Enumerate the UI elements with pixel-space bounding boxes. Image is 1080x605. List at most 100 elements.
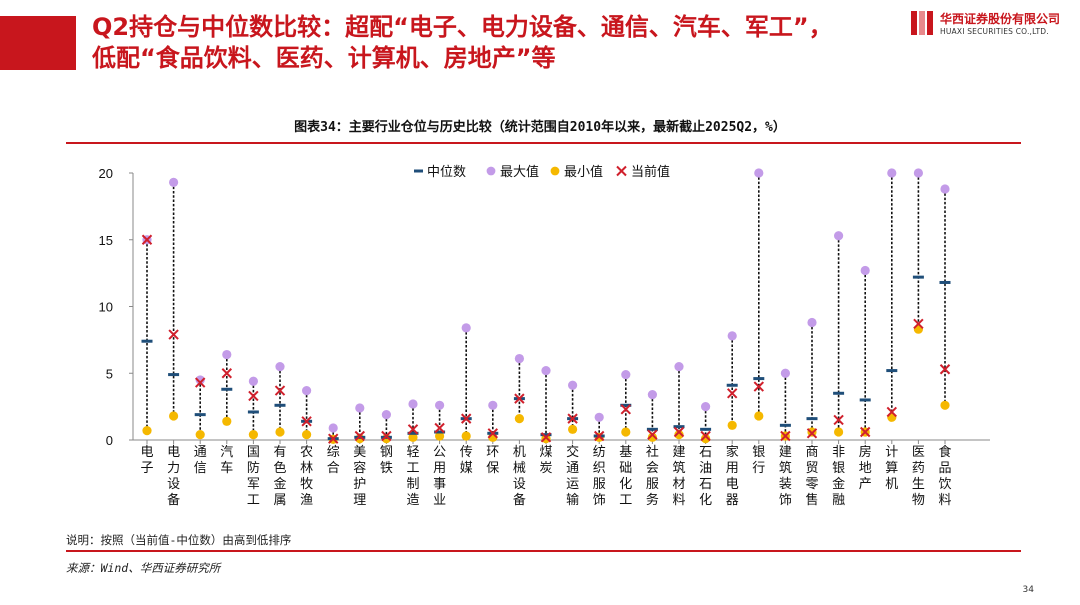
headline-line-1: Q2持仓与中位数比较：超配“电子、电力设备、通信、汽车、军工”， — [92, 13, 833, 41]
category-label-char: 材 — [672, 477, 685, 492]
min-point — [248, 430, 258, 440]
category-label-char: 料 — [938, 493, 951, 508]
min-point — [674, 430, 684, 440]
category-label-char: 建 — [672, 445, 685, 460]
category-label-char: 务 — [646, 492, 659, 508]
category-label-char: 造 — [406, 493, 419, 508]
category-label-char: 商 — [805, 445, 818, 460]
legend-current-swatch — [616, 165, 627, 177]
category-label-char: 产 — [859, 477, 872, 492]
max-point — [701, 402, 711, 412]
min-point — [435, 431, 445, 441]
category-label-char: 属 — [273, 493, 286, 508]
category-label-char: 防 — [247, 460, 260, 476]
y-tick-label: 20 — [99, 166, 113, 181]
category-label-char: 用 — [433, 461, 446, 476]
current-marker — [753, 381, 765, 392]
category-label-char: 金 — [273, 476, 286, 492]
current-marker — [141, 234, 153, 245]
category-label-char: 综 — [327, 445, 340, 460]
category-label-char: 零 — [805, 477, 818, 492]
current-marker — [806, 428, 818, 439]
max-point — [275, 361, 285, 372]
category-label-char: 理 — [353, 493, 366, 508]
max-point — [913, 168, 924, 178]
current-marker — [221, 368, 233, 379]
max-point — [887, 168, 897, 178]
category-label-char: 设 — [513, 477, 526, 492]
category-label-char: 传 — [460, 445, 473, 460]
category-label-char: 医 — [912, 445, 925, 460]
figure-title: 图表34：主要行业仓位与历史比较（统计范围自2010年以来，最新截止2025Q2… — [294, 120, 786, 135]
category-label-char: 家 — [726, 444, 739, 460]
category-label-char: 地 — [859, 461, 872, 476]
min-point — [647, 432, 658, 442]
current-marker — [168, 329, 179, 340]
max-point — [674, 361, 684, 372]
category-label-char: 化 — [619, 477, 632, 492]
category-label-char: 电 — [726, 477, 739, 492]
category-label-char: 织 — [593, 461, 606, 476]
max-point — [594, 412, 604, 422]
category-label-char: 事 — [433, 477, 446, 492]
min-point — [727, 420, 737, 430]
title-accent-block — [0, 16, 76, 70]
category-label-char: 保 — [486, 461, 499, 476]
current-marker — [540, 432, 552, 443]
category-label-char: 牧 — [300, 477, 313, 492]
category-label-char: 用 — [726, 461, 739, 476]
category-label-char: 社 — [646, 444, 659, 460]
category-label-char: 油 — [699, 461, 712, 476]
category-label-char: 炭 — [539, 461, 552, 476]
max-point — [647, 390, 658, 400]
max-point — [860, 265, 870, 276]
company-logo: 华西证券股份有限公司 HUAXI SECURITIES CO.,LTD. — [910, 8, 1075, 42]
min-point — [195, 430, 205, 440]
category-label-char: 环 — [486, 445, 499, 460]
y-tick-label: 10 — [99, 300, 113, 315]
category-label-char: 建 — [779, 445, 792, 460]
category-label-char: 械 — [513, 461, 526, 476]
category-label-char: 石 — [699, 445, 712, 460]
current-marker — [700, 430, 711, 442]
category-label-char: 备 — [513, 492, 526, 508]
category-label-char: 筑 — [672, 460, 685, 476]
max-point — [195, 375, 205, 385]
legend-median-label: 中位数 — [427, 165, 466, 180]
current-marker — [354, 430, 366, 442]
max-point — [727, 331, 737, 341]
category-label-char: 药 — [912, 461, 925, 476]
category-label-char: 运 — [566, 477, 579, 492]
current-marker — [620, 404, 632, 415]
category-label-char: 业 — [433, 493, 446, 508]
max-point — [302, 386, 312, 396]
category-label-char: 容 — [353, 460, 366, 476]
category-label-char: 化 — [699, 493, 712, 508]
current-marker — [780, 430, 791, 442]
current-marker — [301, 416, 312, 427]
current-marker — [514, 393, 525, 404]
category-label-char: 电 — [140, 445, 153, 460]
category-label-char: 机 — [885, 477, 898, 492]
min-point — [568, 424, 578, 434]
category-label-char: 纺 — [593, 445, 606, 460]
category-label-char: 计 — [885, 445, 898, 460]
category-label-char: 行 — [752, 461, 765, 476]
category-label-char: 物 — [912, 493, 925, 508]
min-point — [275, 427, 285, 437]
category-label-char: 合 — [327, 461, 340, 476]
current-marker — [434, 422, 445, 434]
category-label-char: 银 — [752, 445, 765, 460]
category-label-char: 军 — [247, 477, 260, 492]
y-tick-label: 15 — [99, 233, 113, 248]
max-point — [621, 369, 631, 380]
min-point — [621, 427, 631, 437]
category-label-char: 输 — [566, 492, 579, 508]
legend-min-label: 最小值 — [564, 164, 603, 180]
min-point — [461, 431, 471, 441]
category-label-char: 通 — [194, 445, 207, 460]
logo-english-name: HUAXI SECURITIES CO.,LTD. — [940, 27, 1049, 36]
current-marker — [248, 390, 259, 402]
current-marker — [913, 318, 924, 330]
category-label-char: 铁 — [380, 461, 393, 476]
